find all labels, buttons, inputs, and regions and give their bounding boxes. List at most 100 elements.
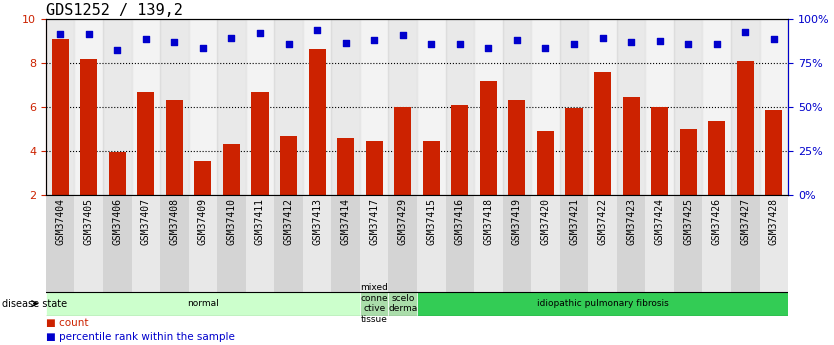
Text: ■ percentile rank within the sample: ■ percentile rank within the sample	[46, 332, 234, 342]
Bar	[188, 195, 217, 292]
Bar	[46, 19, 74, 195]
Bar	[108, 152, 126, 195]
Bar	[132, 19, 160, 195]
Bar	[138, 91, 154, 195]
Bar	[74, 19, 103, 195]
Text: GSM37422: GSM37422	[598, 198, 607, 245]
Text: GSM37406: GSM37406	[113, 198, 123, 245]
Point	[653, 38, 666, 44]
Point	[196, 45, 209, 50]
Bar	[474, 195, 503, 292]
Bar	[509, 100, 525, 195]
Text: GSM37420: GSM37420	[540, 198, 550, 245]
Bar	[389, 292, 417, 316]
Bar	[274, 195, 303, 292]
Text: ■ count: ■ count	[46, 318, 88, 328]
Bar	[394, 107, 411, 195]
Text: GSM37428: GSM37428	[769, 198, 779, 245]
Bar	[246, 195, 274, 292]
Point	[224, 35, 239, 40]
Point	[595, 35, 609, 40]
Bar	[617, 19, 646, 195]
Bar	[337, 138, 354, 195]
Text: GSM37416: GSM37416	[455, 198, 465, 245]
Bar	[680, 129, 696, 195]
Point	[739, 29, 752, 35]
Bar	[474, 19, 503, 195]
Bar	[445, 195, 474, 292]
Bar	[46, 195, 74, 292]
Bar	[52, 39, 68, 195]
Bar	[702, 195, 731, 292]
Point	[168, 39, 181, 45]
Bar	[451, 105, 469, 195]
Point	[254, 30, 267, 36]
Point	[539, 45, 552, 50]
Point	[767, 36, 781, 41]
Text: GSM37425: GSM37425	[683, 198, 693, 245]
Point	[681, 41, 695, 47]
Text: disease state: disease state	[2, 299, 67, 308]
Bar	[674, 195, 702, 292]
Point	[339, 40, 352, 46]
Bar	[389, 19, 417, 195]
Bar	[503, 19, 531, 195]
Bar	[303, 19, 331, 195]
Bar	[766, 110, 782, 195]
Text: normal: normal	[187, 299, 219, 308]
Bar	[622, 97, 640, 195]
Point	[710, 41, 723, 47]
Bar	[702, 19, 731, 195]
Bar	[194, 161, 212, 195]
Bar	[760, 195, 788, 292]
Point	[111, 47, 124, 52]
Text: GSM37421: GSM37421	[569, 198, 579, 245]
Bar	[331, 19, 360, 195]
Bar	[217, 19, 246, 195]
Bar	[217, 195, 246, 292]
Text: GSM37411: GSM37411	[255, 198, 265, 245]
Bar	[360, 292, 389, 316]
Bar	[651, 107, 668, 195]
Point	[567, 41, 580, 47]
Bar	[166, 100, 183, 195]
Bar	[445, 19, 474, 195]
Point	[82, 32, 95, 37]
Text: GSM37426: GSM37426	[711, 198, 721, 245]
Text: GSM37429: GSM37429	[398, 198, 408, 245]
Bar	[565, 108, 583, 195]
Text: GSM37410: GSM37410	[227, 198, 236, 245]
Bar	[389, 195, 417, 292]
Bar	[246, 19, 274, 195]
Bar	[646, 19, 674, 195]
Text: GSM37427: GSM37427	[741, 198, 751, 245]
Bar	[280, 136, 297, 195]
Bar	[731, 19, 760, 195]
Text: GSM37405: GSM37405	[83, 198, 93, 245]
Bar	[160, 195, 188, 292]
Bar	[103, 19, 132, 195]
Bar	[74, 195, 103, 292]
Bar	[588, 195, 617, 292]
Bar	[537, 131, 554, 195]
Text: scelo
derma: scelo derma	[388, 294, 417, 313]
Bar	[760, 19, 788, 195]
Bar	[417, 195, 445, 292]
Bar	[503, 195, 531, 292]
Bar	[646, 195, 674, 292]
Bar	[103, 195, 132, 292]
Text: GSM37417: GSM37417	[369, 198, 379, 245]
Bar	[274, 19, 303, 195]
Bar	[417, 19, 445, 195]
Point	[310, 27, 324, 33]
Point	[368, 37, 381, 43]
Bar	[531, 195, 560, 292]
Text: GSM37408: GSM37408	[169, 198, 179, 245]
Text: GSM37418: GSM37418	[484, 198, 494, 245]
Bar	[731, 195, 760, 292]
Bar	[160, 19, 188, 195]
Bar	[309, 49, 325, 195]
Bar	[46, 292, 360, 316]
Point	[396, 33, 409, 38]
Text: GDS1252 / 139,2: GDS1252 / 139,2	[46, 3, 183, 18]
